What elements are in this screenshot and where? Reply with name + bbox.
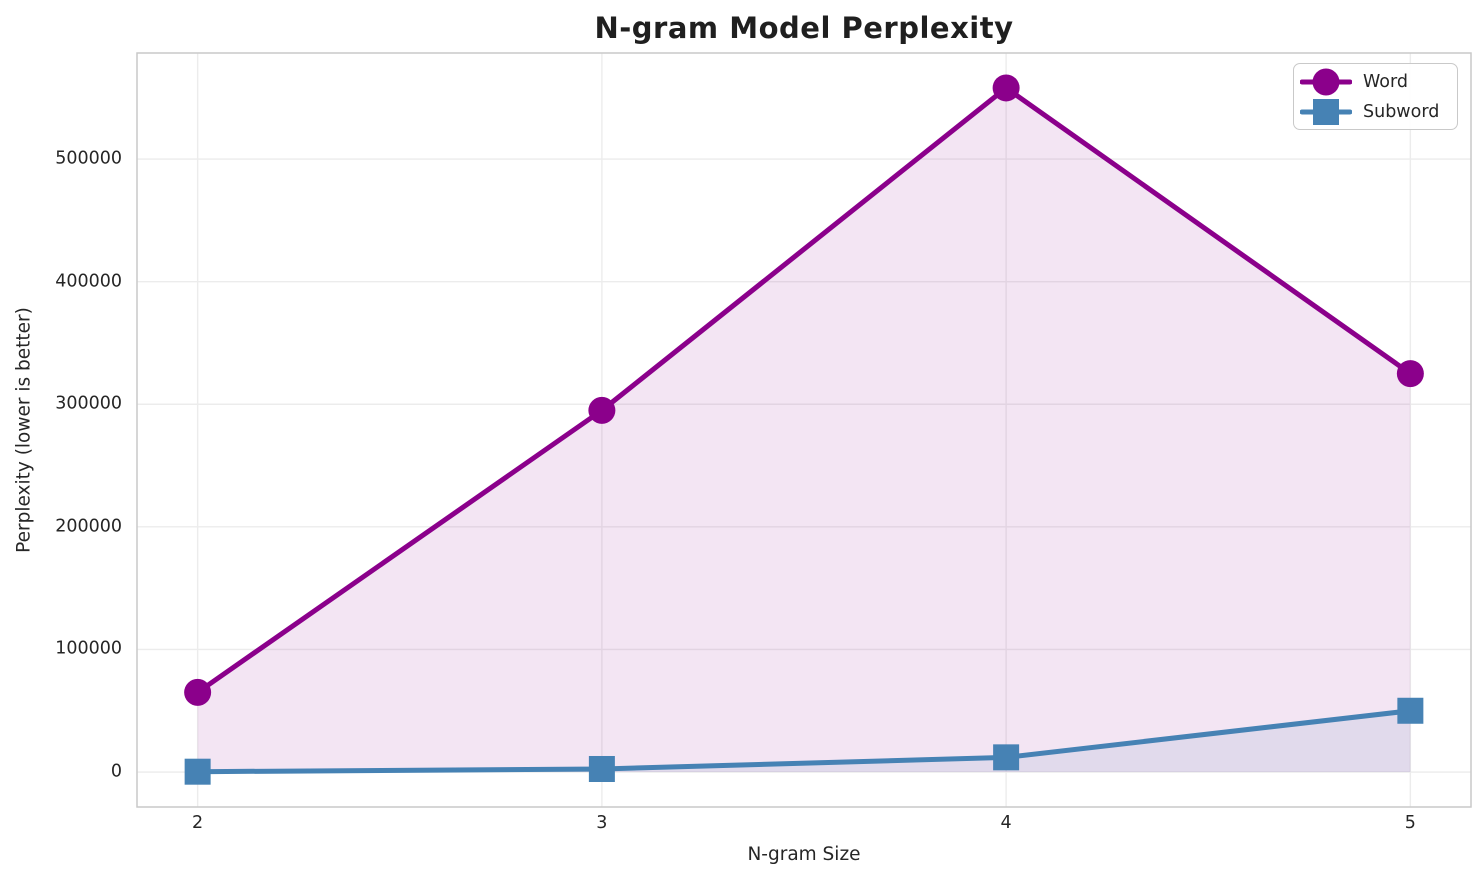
word-marker xyxy=(588,396,616,424)
y-tick-label: 100000 xyxy=(55,639,122,660)
subword-fill-area xyxy=(197,710,1411,773)
y-tick-label: 500000 xyxy=(55,148,122,169)
subword-marker xyxy=(1397,697,1424,724)
word-line xyxy=(195,85,1413,695)
legend: Word Subword xyxy=(1293,63,1458,130)
y-tick-label: 400000 xyxy=(55,271,122,292)
x-axis-label: N-gram Size xyxy=(747,844,861,865)
legend-label-subword: Subword xyxy=(1363,102,1440,122)
word-marker xyxy=(184,678,212,706)
subword-marker xyxy=(993,744,1020,771)
axes-spines xyxy=(136,52,1472,808)
x-tick-label: 3 xyxy=(596,813,608,833)
x-tick-label: 5 xyxy=(1404,813,1416,833)
y-tick-label: 200000 xyxy=(55,516,122,537)
subword-marker xyxy=(588,755,615,782)
subword-line-square-marker-icon xyxy=(1300,99,1352,125)
legend-item-subword: Subword xyxy=(1300,97,1447,127)
subword-marker xyxy=(184,758,211,785)
word-line-circle-marker-icon xyxy=(1300,68,1352,96)
y-tick-label: 300000 xyxy=(55,393,122,414)
word-marker xyxy=(1396,360,1424,388)
word-marker xyxy=(992,74,1020,102)
x-tick-label: 4 xyxy=(1000,813,1012,833)
legend-label-word: Word xyxy=(1363,72,1408,92)
x-tick-label: 2 xyxy=(192,813,204,833)
word-fill-area xyxy=(197,87,1411,773)
subword-line xyxy=(195,708,1413,775)
chart-title: N-gram Model Perplexity xyxy=(594,11,1014,45)
y-tick-label: 0 xyxy=(110,761,122,782)
legend-item-word: Word xyxy=(1300,67,1447,97)
